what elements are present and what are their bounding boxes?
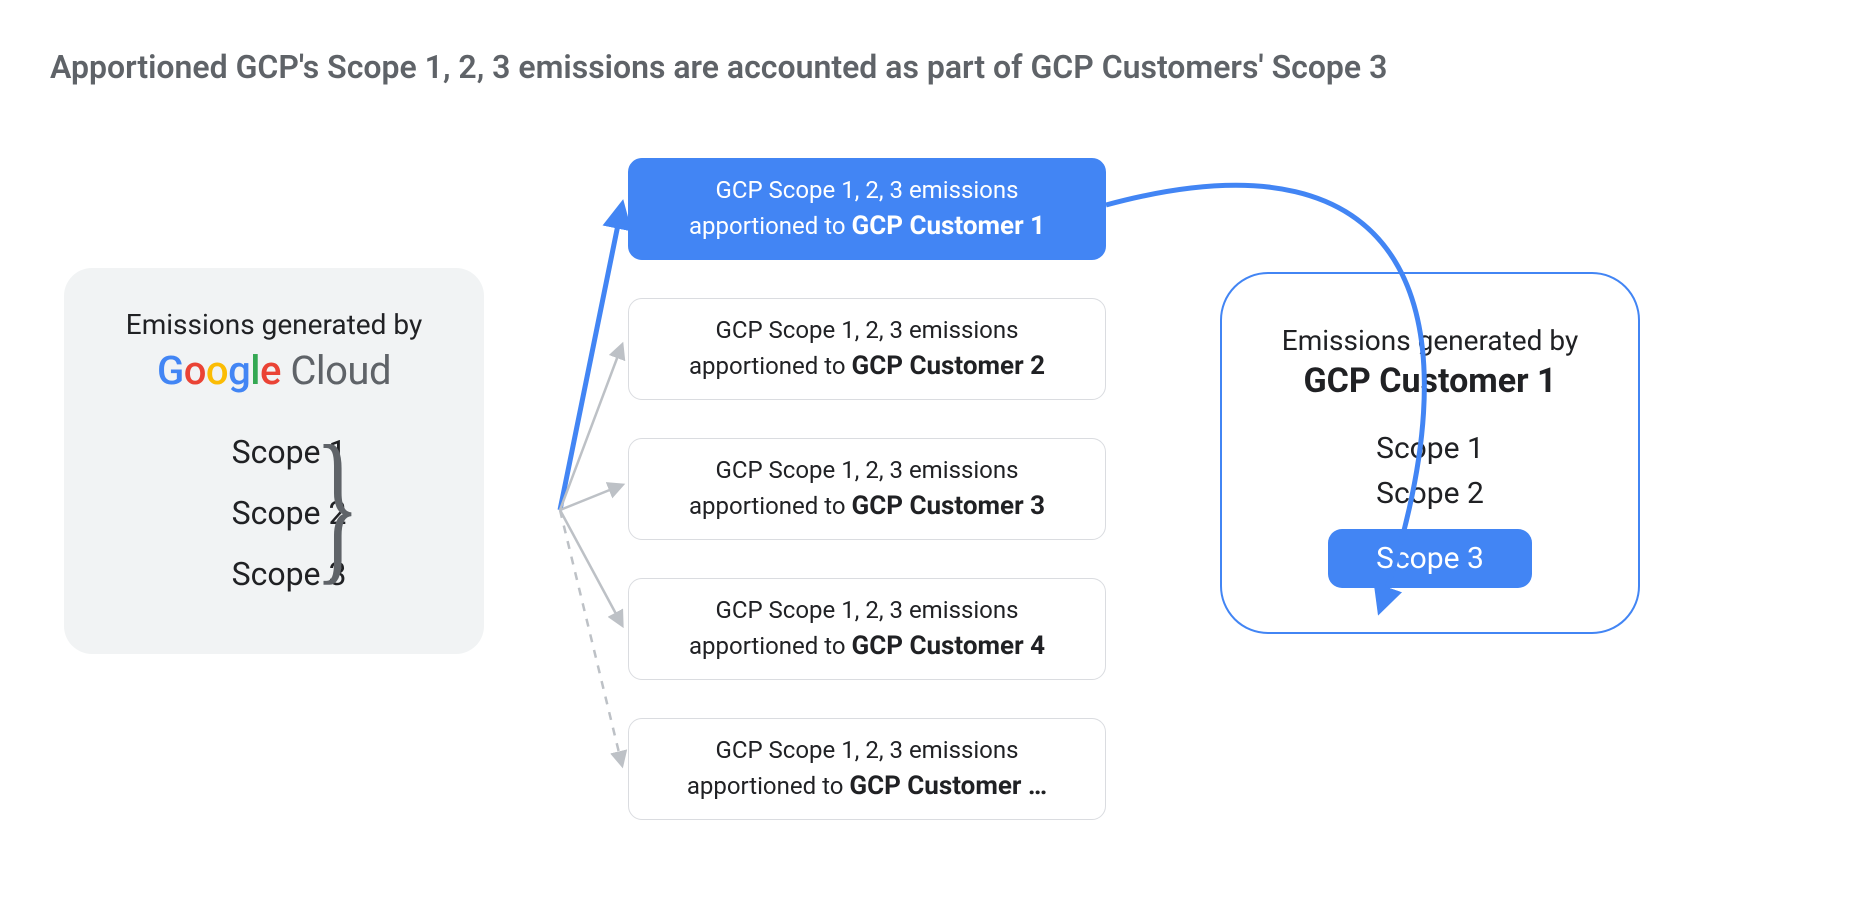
apportioned-box-customer-2: GCP Scope 1, 2, 3 emissionsapportioned t…: [628, 298, 1106, 400]
diagram-title: Apportioned GCP's Scope 1, 2, 3 emission…: [50, 48, 1387, 86]
apportioned-box-customer-4: GCP Scope 1, 2, 3 emissionsapportioned t…: [628, 578, 1106, 680]
apportioned-line2: apportioned to GCP Customer 2: [649, 348, 1085, 386]
destination-scope-1: Scope 1: [1258, 431, 1602, 466]
apportioned-line1: GCP Scope 1, 2, 3 emissions: [649, 593, 1085, 628]
apportioned-line2: apportioned to GCP Customer 3: [649, 488, 1085, 526]
apportioned-box-customer-5: GCP Scope 1, 2, 3 emissionsapportioned t…: [628, 718, 1106, 820]
source-heading: Emissions generated by: [94, 308, 454, 341]
apportioned-line2: apportioned to GCP Customer 1: [649, 208, 1085, 246]
apportioned-line1: GCP Scope 1, 2, 3 emissions: [649, 453, 1085, 488]
apportioned-box-customer-3: GCP Scope 1, 2, 3 emissionsapportioned t…: [628, 438, 1106, 540]
fanout-arrow: [560, 510, 622, 765]
apportioned-box-customer-1: GCP Scope 1, 2, 3 emissionsapportioned t…: [628, 158, 1106, 260]
apportioned-line2: apportioned to GCP Customer 4: [649, 628, 1085, 666]
destination-scope-2: Scope 2: [1258, 476, 1602, 511]
fanout-arrow: [560, 345, 622, 510]
google-cloud-logo: Google Cloud: [94, 347, 454, 394]
apportioned-line1: GCP Scope 1, 2, 3 emissions: [649, 173, 1085, 208]
fanout-arrow: [560, 485, 622, 510]
destination-heading: Emissions generated by: [1258, 324, 1602, 357]
curly-brace-icon: }: [315, 420, 360, 590]
source-emissions-box: Emissions generated by Google Cloud Scop…: [64, 268, 484, 654]
apportioned-line1: GCP Scope 1, 2, 3 emissions: [649, 733, 1085, 768]
destination-scope-3-highlight: Scope 3: [1328, 529, 1532, 588]
customer-emissions-box: Emissions generated by GCP Customer 1 Sc…: [1220, 272, 1640, 634]
apportioned-line2: apportioned to GCP Customer …: [649, 768, 1085, 806]
destination-customer-name: GCP Customer 1: [1258, 361, 1602, 401]
source-scopes-group: Scope 1 Scope 2 Scope 3 }: [202, 422, 347, 604]
fanout-arrow: [560, 205, 622, 510]
apportioned-line1: GCP Scope 1, 2, 3 emissions: [649, 313, 1085, 348]
fanout-arrow: [560, 510, 622, 625]
